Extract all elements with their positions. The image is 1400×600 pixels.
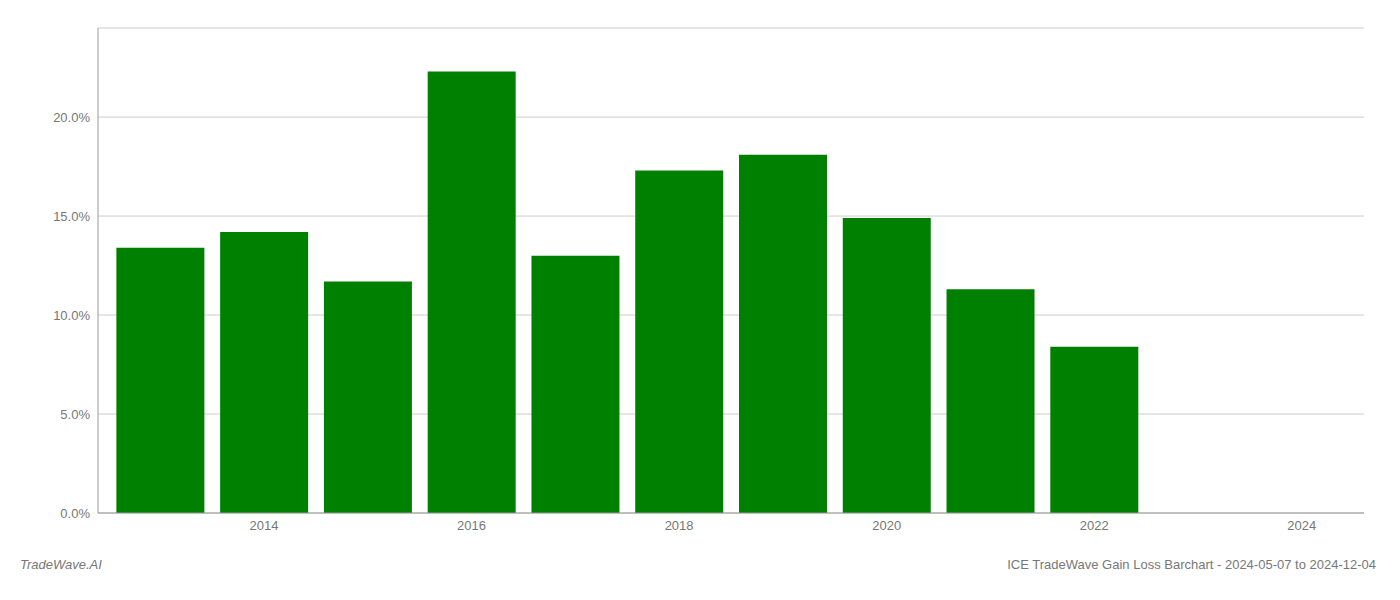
svg-text:20.0%: 20.0% <box>53 110 90 125</box>
svg-text:15.0%: 15.0% <box>53 209 90 224</box>
html-text:TradeWave.AI: TradeWave.AI <box>20 557 102 572</box>
svg-text:2024: 2024 <box>1287 518 1316 533</box>
svg-text:10.0%: 10.0% <box>53 308 90 323</box>
svg-text:0.0%: 0.0% <box>60 506 90 521</box>
svg-text:2020: 2020 <box>872 518 901 533</box>
html-text:ICE TradeWave Gain Loss Barcha: ICE TradeWave Gain Loss Barchart - 2024-… <box>1007 557 1376 572</box>
svg-text:2014: 2014 <box>250 518 279 533</box>
svg-text:5.0%: 5.0% <box>60 407 90 422</box>
svg-text:2016: 2016 <box>457 518 486 533</box>
svg-text:2018: 2018 <box>665 518 694 533</box>
svg-text:2022: 2022 <box>1080 518 1109 533</box>
